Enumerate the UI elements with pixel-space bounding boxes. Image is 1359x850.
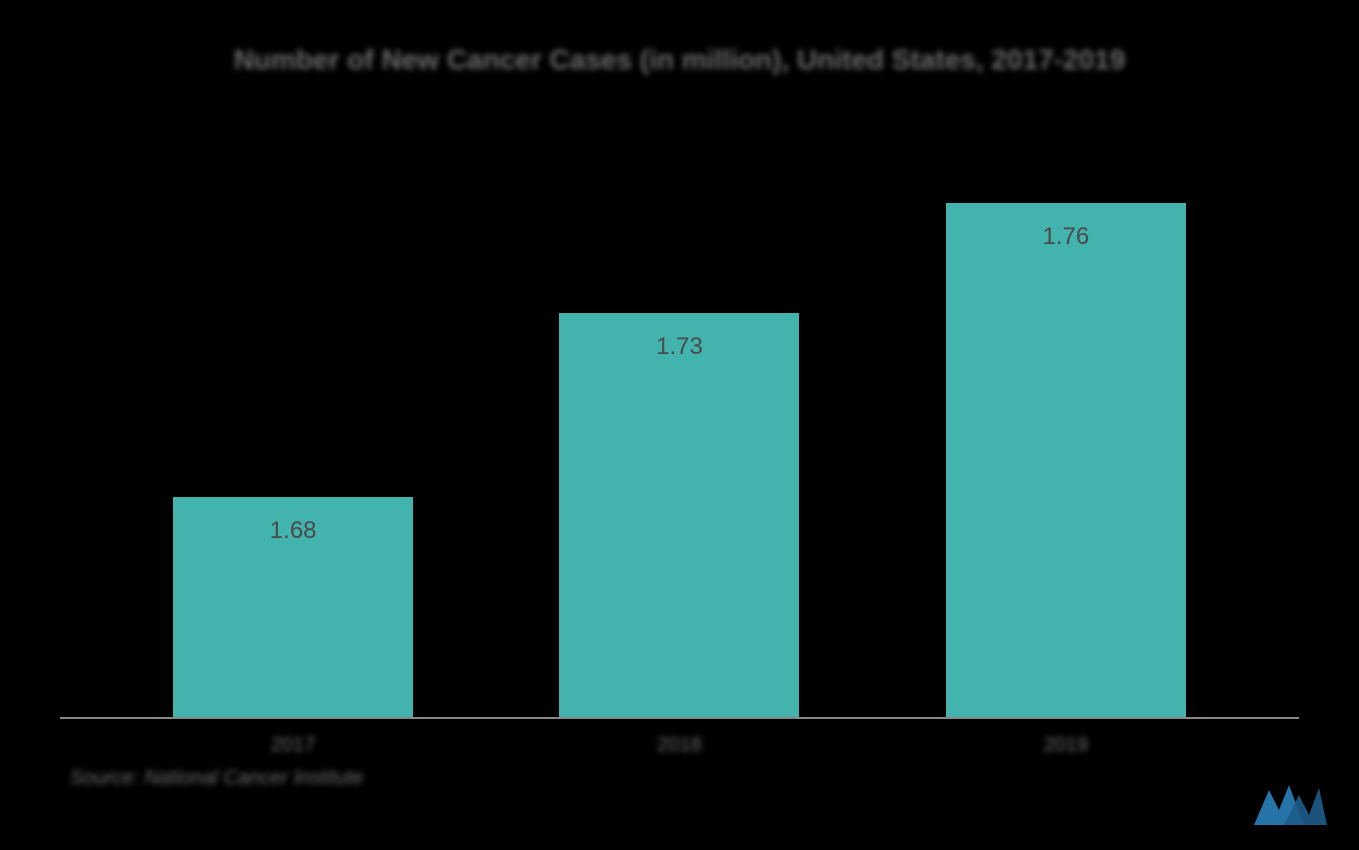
bar-group-0: 1.68 [173,129,413,717]
chart-title: Number of New Cancer Cases (in million),… [60,40,1299,79]
chart-area: 1.68 1.73 1.76 2017 2018 2019 So [60,129,1299,790]
bars-area: 1.68 1.73 1.76 [60,129,1299,719]
x-label-0: 2017 [173,734,413,757]
chart-container: Number of New Cancer Cases (in million),… [0,0,1359,850]
bar-label-2: 1.76 [1042,223,1089,251]
bar-group-1: 1.73 [559,129,799,717]
source-text: Source: National Cancer Institute [60,767,1299,790]
bar-2: 1.76 [946,203,1186,717]
x-axis: 2017 2018 2019 [60,719,1299,757]
x-label-2: 2019 [946,734,1186,757]
x-label-1: 2018 [559,734,799,757]
bar-0: 1.68 [173,497,413,717]
bar-group-2: 1.76 [946,129,1186,717]
mordor-logo-icon [1249,780,1329,830]
bar-1: 1.73 [559,313,799,717]
bar-label-0: 1.68 [270,517,317,545]
bar-label-1: 1.73 [656,333,703,361]
